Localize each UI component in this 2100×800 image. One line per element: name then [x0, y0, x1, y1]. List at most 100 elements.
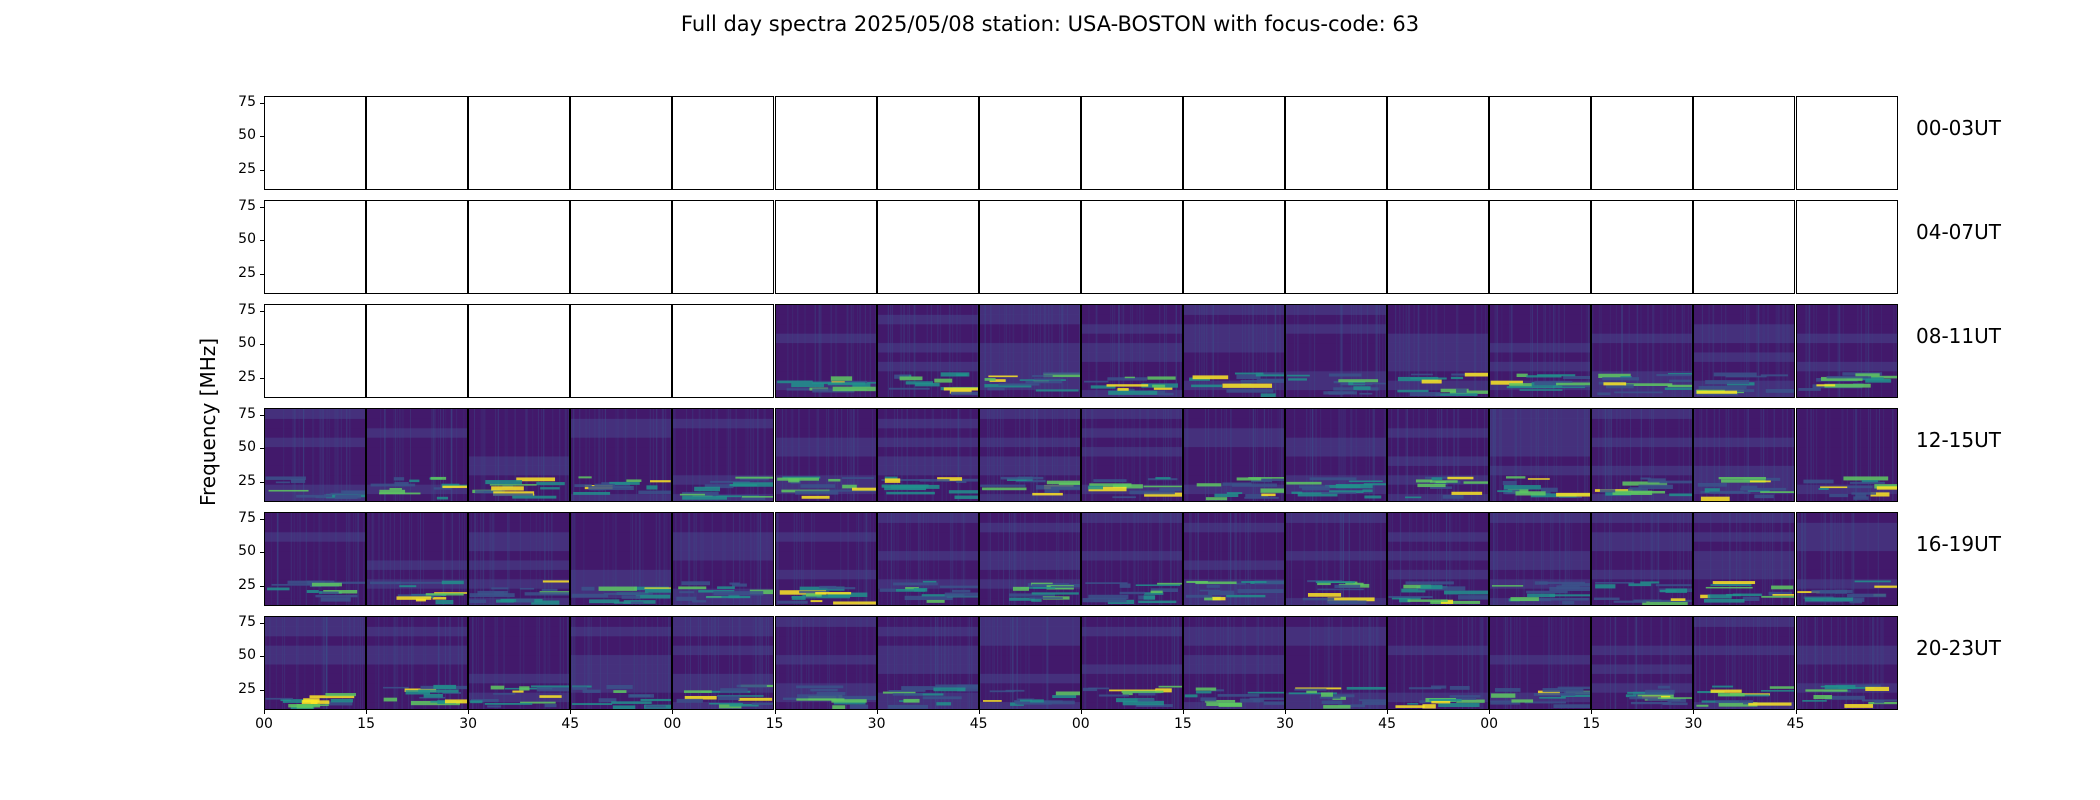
spectrum-band: [1694, 513, 1795, 523]
spectrum-band: [1694, 626, 1795, 637]
spectrum-signal: [1725, 375, 1768, 378]
spectrum-streak: [560, 617, 562, 709]
spectrum-band: [775, 427, 876, 438]
spectrum-streak: [729, 617, 731, 709]
spectrum-streak: [1039, 305, 1041, 397]
spectrum-streak: [1258, 617, 1260, 709]
spectrum-streak: [1492, 409, 1494, 501]
spectrum-streak: [1071, 513, 1073, 605]
spectrum-streak: [934, 617, 936, 709]
spectrum-signal: [334, 495, 358, 499]
spectrum-band: [1694, 389, 1795, 397]
spectrum-band: [979, 531, 1080, 542]
spectrum-band: [775, 701, 876, 709]
spectrogram: [877, 617, 978, 709]
spectrum-streak: [1799, 617, 1801, 709]
spectrogram: [673, 617, 774, 709]
spectrum-streak: [574, 513, 576, 605]
spectrum-streak: [319, 409, 321, 501]
spectrum-streak: [1316, 513, 1318, 605]
spectrum-streak: [1470, 617, 1472, 709]
empty-panel: [1387, 96, 1490, 190]
spectrum-signal: [1042, 372, 1080, 375]
spectrum-streak: [334, 513, 336, 605]
spectrum-band: [1490, 550, 1591, 561]
spectrum-signal: [1823, 383, 1871, 388]
spectrum-streak: [860, 617, 862, 709]
spectrum-band: [1490, 673, 1591, 684]
spectrum-signal: [1196, 483, 1222, 487]
spectrum-streak: [1155, 409, 1157, 501]
spectrum-streak: [1490, 409, 1492, 501]
spectrum-band: [1183, 342, 1284, 353]
spectrum-streak: [795, 513, 797, 605]
spectrum-streak: [1412, 409, 1414, 501]
spectrum-band: [1694, 352, 1795, 362]
spectrum-streak: [1349, 513, 1351, 605]
spectrum-streak: [1171, 617, 1173, 709]
spectrum-streak: [1376, 305, 1378, 397]
spectrum-streak: [587, 617, 589, 709]
spectrum-streak: [1801, 513, 1803, 605]
spectrum-signal: [1828, 493, 1848, 498]
spectrum-band: [979, 352, 1080, 362]
spectrum-signal: [1328, 373, 1362, 377]
empty-panel: [468, 96, 571, 190]
spectrum-signal: [1541, 487, 1558, 492]
spectrum-streak: [1365, 409, 1367, 501]
y-tick-mark: [260, 689, 264, 691]
spectrum-streak: [1012, 513, 1014, 605]
spectrum-band: [877, 446, 978, 457]
spectrum-streak: [1119, 409, 1121, 501]
spectrum-streak: [1344, 409, 1346, 501]
spectrum-streak: [857, 513, 859, 605]
spectrum-streak: [1403, 617, 1405, 709]
spectrum-streak: [874, 305, 876, 397]
spectrum-streak: [1769, 513, 1771, 605]
spectrum-streak: [1869, 409, 1871, 501]
spectrum-streak: [456, 409, 458, 501]
spectrum-streak: [400, 409, 402, 501]
spectrum-signal: [1768, 591, 1793, 596]
spectrum-streak: [1416, 617, 1418, 709]
spectrum-signal: [1397, 389, 1429, 393]
spectrum-streak: [1710, 513, 1712, 605]
spectrum-band: [1081, 531, 1182, 542]
spectrum-signal: [1659, 480, 1693, 484]
spectrum-streak: [1104, 513, 1106, 605]
spectrum-streak: [1355, 305, 1357, 397]
spectrum-signal: [1542, 688, 1584, 693]
spectrum-band: [571, 474, 672, 485]
spectrum-streak: [1189, 513, 1191, 605]
spectrum-signal: [899, 376, 923, 381]
spectrum-streak: [401, 617, 403, 709]
spectrum-signal: [1430, 600, 1481, 604]
spectrum-streak: [1251, 305, 1253, 397]
spectrum-streak: [1467, 617, 1469, 709]
spectrum-streak: [505, 409, 507, 501]
spectrum-streak: [1241, 305, 1243, 397]
spectrum-streak: [383, 617, 385, 709]
spectrum-streak: [945, 409, 947, 501]
spectrum-streak: [1406, 409, 1408, 501]
spectrum-band: [877, 493, 978, 501]
spectrum-signal: [1006, 478, 1027, 482]
spectrum-streak: [1472, 617, 1474, 709]
spectrum-signal: [1668, 373, 1693, 375]
spectrum-signal: [884, 478, 900, 483]
spectrum-streak: [1134, 513, 1136, 605]
spectrum-streak: [319, 409, 321, 501]
spectrum-signal: [1153, 387, 1173, 390]
spectrum-streak: [1746, 409, 1748, 501]
y-tick-label: 75: [238, 301, 256, 318]
spectrum-streak: [800, 513, 802, 605]
spectrum-streak: [1688, 305, 1690, 397]
spectrum-signal: [1656, 373, 1692, 377]
spectrum-streak: [547, 617, 549, 709]
x-tick-mark: [1285, 710, 1286, 714]
spectrum-streak: [656, 513, 658, 605]
spectrum-streak: [668, 617, 670, 709]
spectrum-streak: [335, 513, 337, 605]
spectrum-streak: [1252, 305, 1254, 397]
spectrum-band: [1388, 342, 1489, 353]
